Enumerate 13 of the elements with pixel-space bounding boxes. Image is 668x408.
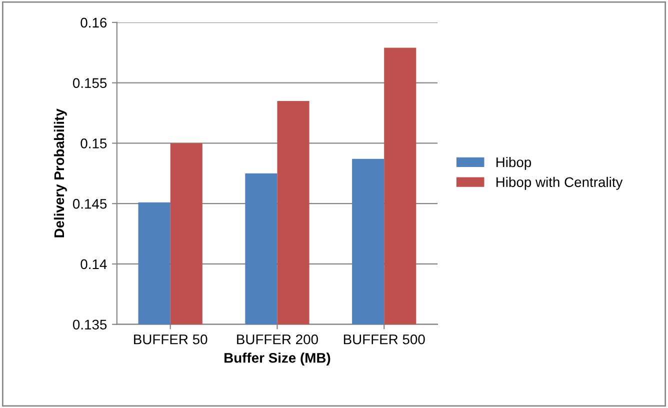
x-tick-label: BUFFER 500 bbox=[344, 334, 425, 344]
y-tick-label: 0.15 bbox=[80, 138, 107, 148]
y-axis-title: Delivery Probability bbox=[54, 108, 67, 238]
x-axis-title: Buffer Size (MB) bbox=[224, 352, 330, 366]
x-tick-label: BUFFER 50 bbox=[134, 334, 208, 344]
legend-label: Hibop with Centrality bbox=[496, 176, 623, 190]
y-tick-label: 0.14 bbox=[80, 259, 107, 270]
legend-label: Hibop bbox=[496, 156, 532, 170]
y-tick-label: 0.145 bbox=[72, 198, 107, 209]
y-tick-label: 0.135 bbox=[72, 320, 107, 330]
y-tick-label: 0.155 bbox=[72, 78, 107, 88]
y-tick-label: 0.16 bbox=[80, 18, 107, 28]
x-tick-label: BUFFER 200 bbox=[237, 334, 318, 344]
